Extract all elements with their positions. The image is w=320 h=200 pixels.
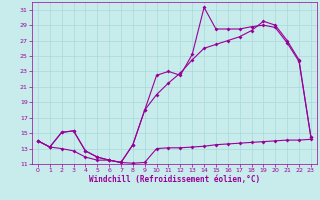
X-axis label: Windchill (Refroidissement éolien,°C): Windchill (Refroidissement éolien,°C) bbox=[89, 175, 260, 184]
